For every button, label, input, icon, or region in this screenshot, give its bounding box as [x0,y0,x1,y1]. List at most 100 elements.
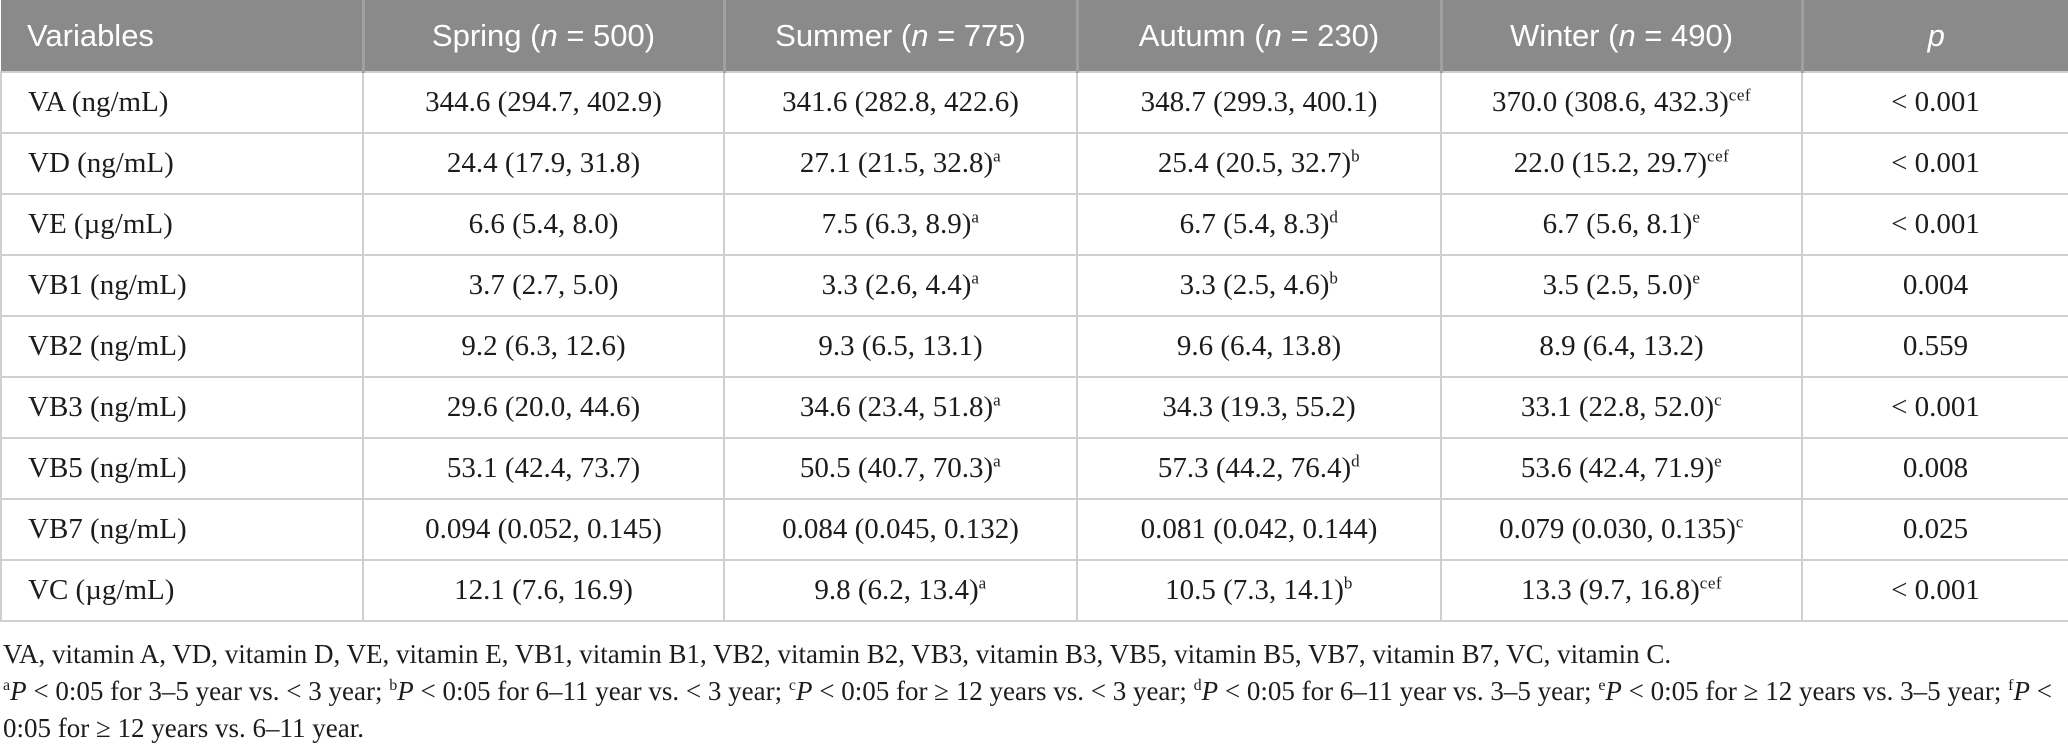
vitamin-season-table: Variables Spring (n = 500) Summer (n = 775… [0,0,2068,622]
winter-value-cell: 33.1 (22.8, 52.0)c [1440,376,1803,439]
significance-superscript: e [1714,451,1723,471]
summer-value-cell: 7.5 (6.3, 8.9)a [723,193,1078,256]
summer-value-cell: 9.3 (6.5, 13.1) [723,315,1078,378]
spring-value-cell: 0.094 (0.052, 0.145) [362,498,725,561]
summer-value-cell: 27.1 (21.5, 32.8)a [723,132,1078,195]
significance-superscript: cef [1699,573,1723,593]
p-value-cell: < 0.001 [1801,376,2068,439]
significance-superscript: a [993,146,1002,166]
p-value-cell: 0.008 [1801,437,2068,500]
autumn-value-cell: 34.3 (19.3, 55.2) [1076,376,1442,439]
spring-value-cell: 29.6 (20.0, 44.6) [362,376,725,439]
summer-value-cell: 3.3 (2.6, 4.4)a [723,254,1078,317]
p-value-cell: < 0.001 [1801,193,2068,256]
spring-value-cell: 344.6 (294.7, 402.9) [362,71,725,134]
variable-cell: VB3 (ng/mL) [0,376,364,439]
table-row: VD (ng/mL) 24.4 (17.9, 31.8) 27.1 (21.5, 3… [0,132,2068,195]
footnote-abbreviations: VA, vitamin A, VD, vitamin D, VE, vitami… [3,639,1672,669]
spring-value-cell: 12.1 (7.6, 16.9) [362,559,725,622]
significance-superscript: b [1329,268,1339,288]
table-header-row: Variables Spring (n = 500) Summer (n = 775… [1,0,2068,72]
significance-superscript: e [1692,207,1701,227]
header-cell-spring: Spring (n = 500) [361,0,724,72]
footnote-marker: d [1193,677,1202,694]
variable-cell: VB5 (ng/mL) [0,437,364,500]
summer-value-cell: 0.084 (0.045, 0.132) [723,498,1078,561]
winter-value-cell: 13.3 (9.7, 16.8)cef [1440,559,1803,622]
footnote-marker: b [389,677,398,694]
table-body: VA (ng/mL) 344.6 (294.7, 402.9) 341.6 (282… [0,71,2068,622]
table-row: VE (µg/mL) 6.6 (5.4, 8.0) 7.5 (6.3, 8.9)a 6… [0,193,2068,256]
significance-superscript: d [1351,451,1361,471]
table-row: VB7 (ng/mL) 0.094 (0.052, 0.145) 0.084 (0.… [0,498,2068,561]
p-symbol: P [795,676,813,706]
winter-value-cell: 370.0 (308.6, 432.3)cef [1440,71,1803,134]
header-cell-autumn: Autumn (n = 230) [1075,0,1441,72]
spring-value-cell: 24.4 (17.9, 31.8) [362,132,725,195]
table-row: VB1 (ng/mL) 3.7 (2.7, 5.0) 3.3 (2.6, 4.4)a… [0,254,2068,317]
spring-value-cell: 6.6 (5.4, 8.0) [362,193,725,256]
winter-value-cell: 3.5 (2.5, 5.0)e [1440,254,1803,317]
footnote-marker: f [2008,677,2014,694]
header-cell-variables: Variables [1,0,363,72]
significance-superscript: cef [1707,146,1730,166]
table-row: VA (ng/mL) 344.6 (294.7, 402.9) 341.6 (282… [0,71,2068,134]
summer-value-cell: 34.6 (23.4, 51.8)a [723,376,1078,439]
variable-cell: VB1 (ng/mL) [0,254,364,317]
table-row: VC (µg/mL) 12.1 (7.6, 16.9) 9.8 (6.2, 13.4… [0,559,2068,622]
significance-superscript: a [993,451,1002,471]
footnote-marker: a [3,677,11,694]
significance-superscript: a [978,573,987,593]
autumn-value-cell: 348.7 (299.3, 400.1) [1076,71,1442,134]
significance-superscript: cef [1728,85,1752,105]
p-symbol: P [397,676,414,706]
variable-cell: VE (µg/mL) [0,193,364,256]
footnote-marker: c [788,677,796,694]
summer-value-cell: 50.5 (40.7, 70.3)a [723,437,1078,500]
autumn-value-cell: 57.3 (44.2, 76.4)d [1076,437,1442,500]
autumn-value-cell: 0.081 (0.042, 0.144) [1076,498,1442,561]
p-value-cell: 0.025 [1801,498,2068,561]
winter-value-cell: 22.0 (15.2, 29.7)cef [1440,132,1803,195]
table-row: VB3 (ng/mL) 29.6 (20.0, 44.6) 34.6 (23.4, … [0,376,2068,439]
variable-cell: VA (ng/mL) [0,71,364,134]
significance-superscript: d [1329,207,1339,227]
p-value-cell: < 0.001 [1801,132,2068,195]
significance-superscript: b [1343,573,1353,593]
variable-cell: VB7 (ng/mL) [0,498,364,561]
autumn-value-cell: 10.5 (7.3, 14.1)b [1076,559,1442,622]
p-symbol: P [1201,676,1219,706]
table-row: VB2 (ng/mL) 9.2 (6.3, 12.6) 9.3 (6.5, 13.1… [0,315,2068,378]
summer-value-cell: 9.8 (6.2, 13.4)a [723,559,1078,622]
winter-value-cell: 6.7 (5.6, 8.1)e [1440,193,1803,256]
autumn-value-cell: 9.6 (6.4, 13.8) [1076,315,1442,378]
winter-value-cell: 0.079 (0.030, 0.135)c [1440,498,1803,561]
significance-superscript: b [1351,146,1361,166]
significance-superscript: c [1714,390,1723,410]
p-symbol: P [1605,676,1622,706]
variable-cell: VC (µg/mL) [0,559,364,622]
p-value-cell: < 0.001 [1801,559,2068,622]
spring-value-cell: 3.7 (2.7, 5.0) [362,254,725,317]
autumn-value-cell: 3.3 (2.5, 4.6)b [1076,254,1442,317]
p-symbol: P [10,676,27,706]
header-cell-p: p [1800,0,2068,72]
autumn-value-cell: 25.4 (20.5, 32.7)b [1076,132,1442,195]
p-symbol: P [2013,676,2030,706]
significance-superscript: a [993,390,1002,410]
header-cell-winter: Winter (n = 490) [1439,0,1802,72]
footnote-marker: e [1598,677,1606,694]
footnote-significance: aP < 0:05 for 3–5 year vs. < 3 year; bP … [3,676,2052,743]
significance-superscript: a [971,268,980,288]
p-value-cell: 0.559 [1801,315,2068,378]
variable-cell: VD (ng/mL) [0,132,364,195]
significance-superscript: e [1692,268,1701,288]
significance-superscript: a [971,207,980,227]
summer-value-cell: 341.6 (282.8, 422.6) [723,71,1078,134]
autumn-value-cell: 6.7 (5.4, 8.3)d [1076,193,1442,256]
significance-superscript: c [1735,512,1744,532]
footnotes: VA, vitamin A, VD, vitamin D, VE, vitami… [0,636,2068,747]
p-value-cell: 0.004 [1801,254,2068,317]
spring-value-cell: 53.1 (42.4, 73.7) [362,437,725,500]
